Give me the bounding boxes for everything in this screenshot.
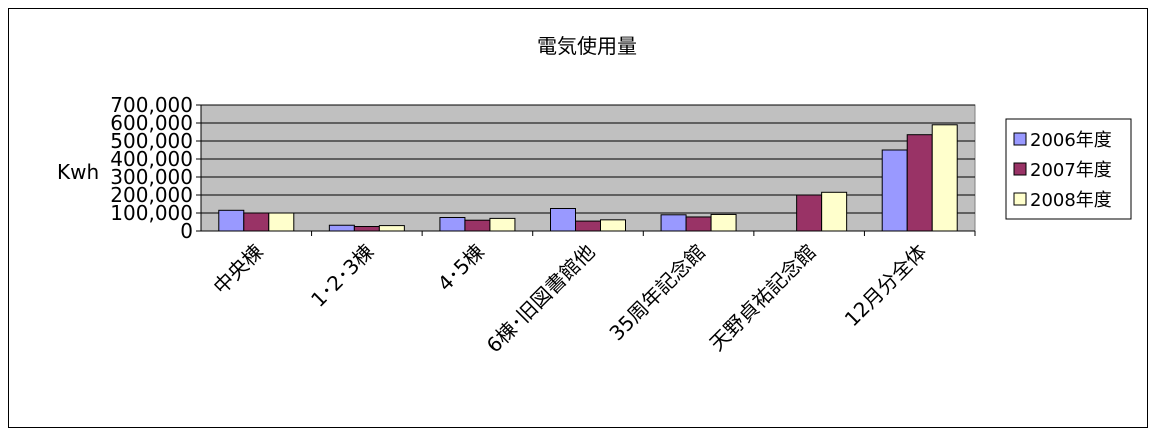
- bar: [353, 226, 380, 232]
- x-tick-label: 4･5棟: [433, 240, 489, 296]
- legend-swatch: [1013, 132, 1027, 146]
- x-tick-label: 1･2･3棟: [306, 240, 378, 312]
- legend-box: [1005, 118, 1132, 220]
- legend-label: 2008年度: [1030, 190, 1112, 211]
- chart-svg: 電気使用量 0100,000200,000300,000400,000500,0…: [57, 34, 1132, 358]
- bar: [821, 191, 848, 232]
- bar: [464, 219, 491, 232]
- bar: [243, 212, 270, 232]
- bars: [218, 124, 976, 236]
- bar: [218, 209, 245, 232]
- bar: [378, 225, 405, 232]
- y-tick-label: 300,000: [110, 165, 193, 189]
- y-tick-label: 100,000: [110, 201, 193, 225]
- gridlines: [201, 104, 975, 214]
- chart-frame: 電気使用量 0 100,000 200,000 300,000 400,000 500,0…: [8, 8, 1148, 428]
- bar: [685, 216, 712, 232]
- chart-title: 電気使用量: [537, 34, 637, 58]
- bar: [660, 214, 687, 232]
- x-tick-label: 12月分全体: [840, 240, 932, 332]
- legend-label: 2007年度: [1030, 160, 1112, 181]
- legend-swatch: [1013, 192, 1027, 206]
- y-tick-label: 700,000: [110, 93, 193, 117]
- bar: [906, 134, 933, 232]
- plot-area: [200, 104, 976, 232]
- bar: [489, 217, 516, 232]
- bar: [881, 149, 908, 232]
- y-tick-label: 500,000: [110, 129, 193, 153]
- legend: 2006年度 2007年度 2008年度: [1005, 118, 1132, 220]
- y-axis-label: Kwh: [57, 160, 99, 184]
- bar: [439, 217, 466, 232]
- bar: [796, 194, 823, 232]
- x-tick-label: 6棟･旧図書館他: [482, 240, 600, 358]
- x-tick-label: 中央棟: [208, 240, 267, 299]
- bar: [575, 220, 601, 232]
- bar: [931, 124, 958, 232]
- legend-label: 2006年度: [1030, 130, 1112, 151]
- y-tick-label: 400,000: [110, 147, 193, 171]
- bar: [268, 212, 295, 232]
- x-tick-label: 天野貞祐記念館: [705, 240, 821, 356]
- bar: [328, 224, 355, 232]
- x-tick-label: 35周年記念館: [604, 240, 710, 346]
- y-ticks: 0100,000200,000300,000400,000500,000600,…: [110, 93, 201, 243]
- bar: [550, 208, 576, 232]
- bar: [600, 219, 626, 232]
- y-tick-label: 0: [180, 219, 193, 243]
- y-tick-label: 200,000: [110, 183, 193, 207]
- legend-swatch: [1013, 162, 1027, 176]
- y-tick-label: 600,000: [110, 111, 193, 135]
- bar: [710, 213, 737, 232]
